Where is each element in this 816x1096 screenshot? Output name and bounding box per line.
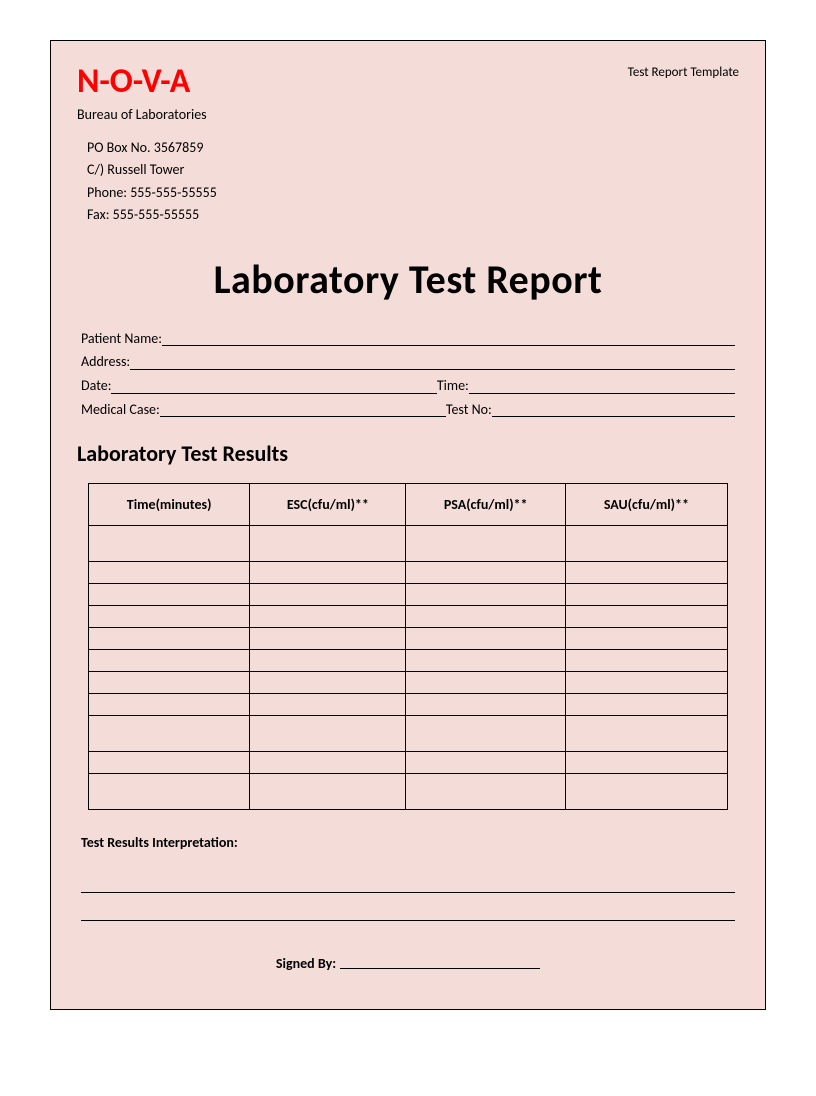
field-address: Address: — [81, 351, 735, 373]
field-case-testno: Medical Case: Test No: — [81, 399, 735, 421]
field-patient-name: Patient Name: — [81, 328, 735, 350]
date-input[interactable] — [111, 372, 436, 394]
table-row — [89, 774, 728, 810]
report-page: N-O-V-A Bureau of Laboratories Test Repo… — [50, 40, 766, 1010]
table-row — [89, 584, 728, 606]
field-date-time: Date: Time: — [81, 375, 735, 397]
table-header-row: Time(minutes) ESC(cfu/ml)** PSA(cfu/ml)*… — [89, 484, 728, 526]
interpretation-label: Test Results Interpretation: — [81, 834, 735, 851]
table-row — [89, 672, 728, 694]
patient-name-input[interactable] — [162, 325, 735, 347]
bureau-name: Bureau of Laboratories — [77, 106, 207, 123]
patient-form: Patient Name: Address: Date: Time: Medic… — [77, 328, 739, 421]
date-label: Date: — [81, 375, 111, 397]
address-line-2: C/) Russell Tower — [87, 159, 739, 181]
table-row — [89, 628, 728, 650]
col-psa: PSA(cfu/ml)** — [406, 484, 565, 526]
patient-name-label: Patient Name: — [81, 328, 162, 350]
table-row — [89, 752, 728, 774]
table-row — [89, 606, 728, 628]
address-line-3: Phone: 555-555-55555 — [87, 182, 739, 204]
template-label: Test Report Template — [628, 65, 739, 80]
medical-case-label: Medical Case: — [81, 399, 160, 421]
address-line-1: PO Box No. 3567859 — [87, 137, 739, 159]
interpretation-line-2[interactable] — [81, 903, 735, 921]
results-section-title: Laboratory Test Results — [77, 440, 739, 467]
address-block: PO Box No. 3567859 C/) Russell Tower Pho… — [87, 137, 739, 227]
test-no-input[interactable] — [492, 396, 735, 418]
page-title: Laboratory Test Report — [77, 255, 739, 304]
signature-input[interactable] — [340, 968, 540, 969]
time-label: Time: — [437, 375, 469, 397]
table-row — [89, 716, 728, 752]
table-body — [89, 526, 728, 810]
address-label: Address: — [81, 351, 130, 373]
signed-by-label: Signed By: — [276, 955, 336, 972]
results-table: Time(minutes) ESC(cfu/ml)** PSA(cfu/ml)*… — [88, 483, 728, 810]
address-input[interactable] — [130, 348, 735, 370]
interpretation-section: Test Results Interpretation: — [77, 834, 739, 921]
table-row — [89, 562, 728, 584]
signed-by-row: Signed By: — [77, 955, 739, 972]
table-row — [89, 526, 728, 562]
col-time: Time(minutes) — [89, 484, 250, 526]
time-input[interactable] — [469, 372, 735, 394]
table-row — [89, 694, 728, 716]
table-row — [89, 650, 728, 672]
col-esc: ESC(cfu/ml)** — [250, 484, 406, 526]
interpretation-line-1[interactable] — [81, 875, 735, 893]
test-no-label: Test No: — [446, 399, 492, 421]
col-sau: SAU(cfu/ml)** — [565, 484, 727, 526]
medical-case-input[interactable] — [160, 396, 446, 418]
logo: N-O-V-A — [77, 61, 207, 102]
address-line-4: Fax: 555-555-55555 — [87, 204, 739, 226]
header-row: N-O-V-A Bureau of Laboratories Test Repo… — [77, 61, 739, 123]
